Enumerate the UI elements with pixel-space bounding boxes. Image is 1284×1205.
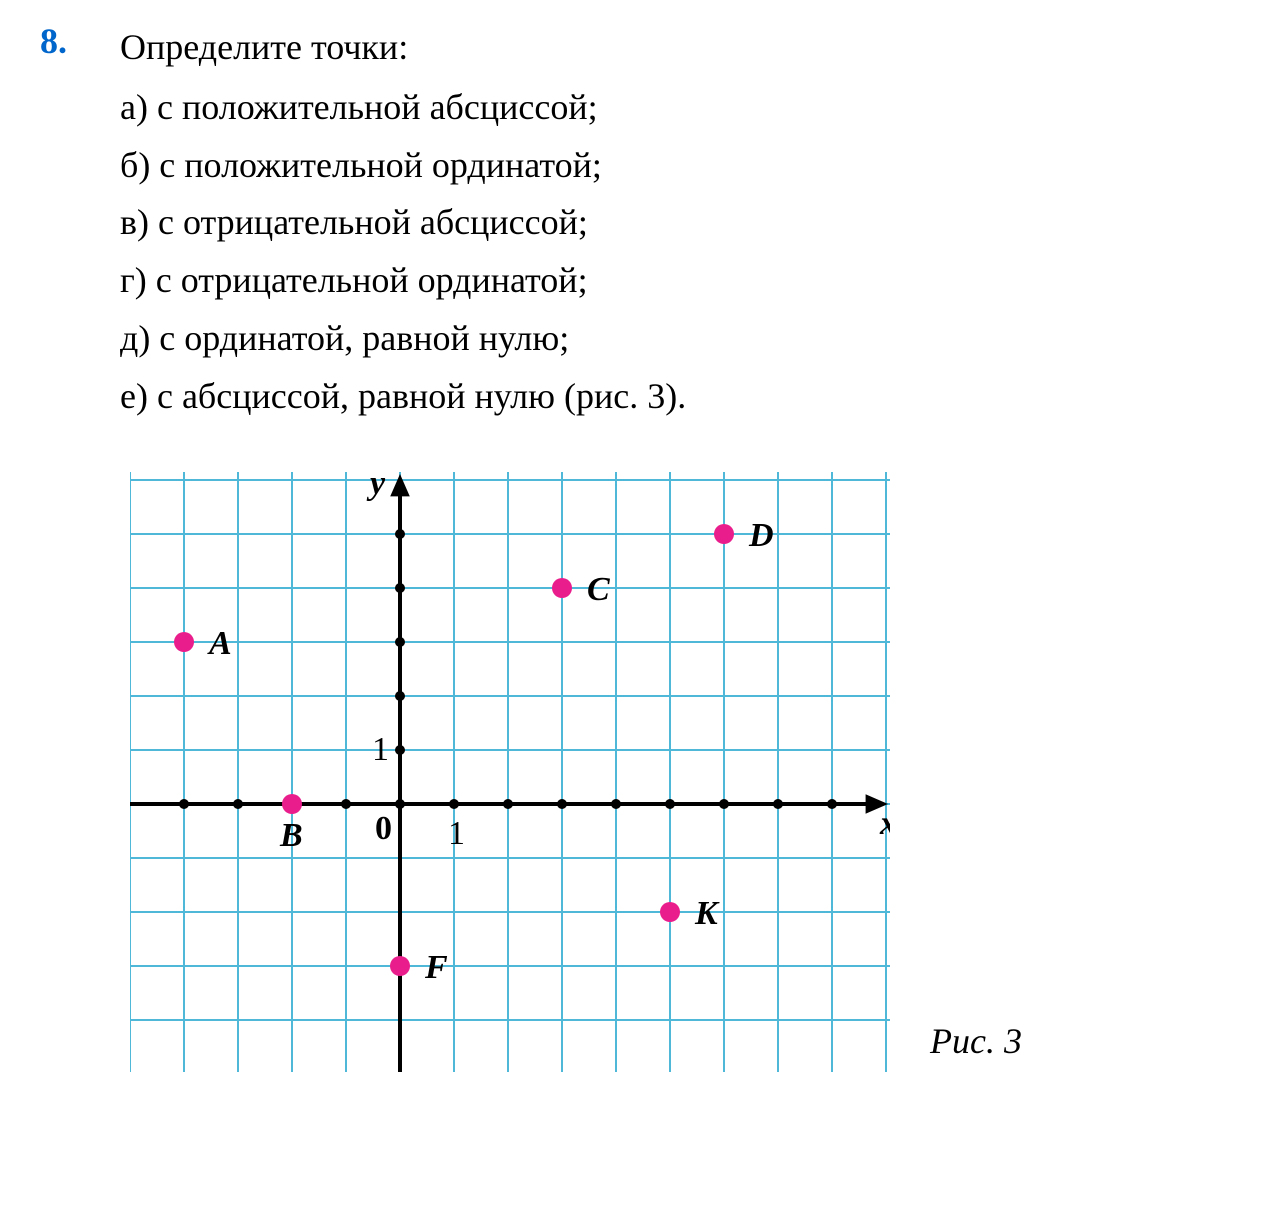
svg-text:D: D: [748, 517, 774, 554]
problem-item-c: в) с отрицательной абсциссой;: [120, 195, 1244, 251]
svg-text:x: x: [879, 805, 890, 842]
problem-item-b: б) с положительной ординатой;: [120, 138, 1244, 194]
problem-number: 8.: [40, 20, 90, 427]
svg-text:B: B: [279, 817, 303, 854]
problem-item-d: г) с отрицательной ординатой;: [120, 253, 1244, 309]
problem-container: 8. Определите точки: а) с положительной …: [40, 20, 1244, 427]
svg-text:1: 1: [448, 815, 465, 852]
svg-text:A: A: [207, 625, 232, 662]
svg-text:F: F: [424, 949, 448, 986]
problem-item-a: а) с положительной абсциссой;: [120, 80, 1244, 136]
svg-text:0: 0: [375, 810, 392, 847]
figure-caption: Рис. 3: [930, 1020, 1022, 1062]
svg-text:y: y: [366, 472, 386, 502]
coordinate-graph: x y 0 1 1 A B C D F K: [130, 472, 890, 1072]
problem-title: Определите точки:: [120, 20, 1244, 76]
problem-item-e: д) с ординатой, равной нулю;: [120, 311, 1244, 367]
graph-container: x y 0 1 1 A B C D F K Рис. 3: [40, 472, 1244, 1072]
problem-content: Определите точки: а) с положительной абс…: [120, 20, 1244, 427]
svg-text:C: C: [587, 571, 610, 608]
problem-item-f: е) с абсциссой, равной нулю (рис. 3).: [120, 369, 1244, 425]
svg-text:K: K: [694, 895, 720, 932]
svg-text:1: 1: [372, 731, 389, 768]
